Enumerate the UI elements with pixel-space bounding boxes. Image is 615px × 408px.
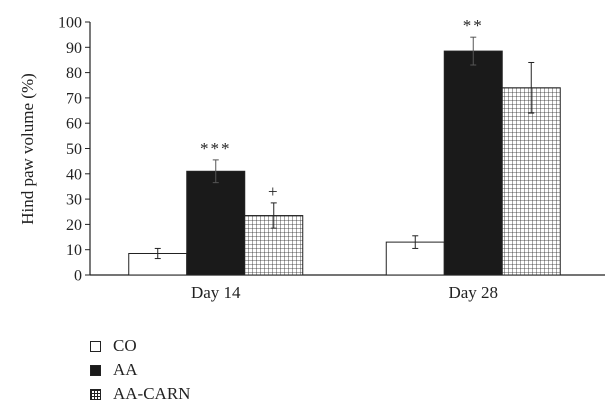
error-bars [154, 36, 535, 260]
error-bar [212, 159, 219, 184]
significance-mark: + [268, 182, 280, 201]
legend-item-co: CO [90, 334, 190, 358]
y-tick-label: 40 [66, 166, 82, 183]
y-axis-ticks: 0 10 20 30 40 50 60 70 80 90 100 [58, 15, 90, 285]
legend-swatch-aa-carn [90, 388, 101, 400]
y-tick-label: 70 [66, 90, 82, 107]
x-category-label: Day 14 [191, 283, 241, 302]
legend-swatch-aa [90, 364, 101, 376]
bar-aa-carn-0 [244, 215, 304, 276]
x-category-label: Day 28 [448, 283, 498, 302]
error-bar [412, 235, 419, 249]
y-tick-label: 50 [66, 141, 82, 158]
legend-item-aa: AA [90, 358, 190, 382]
y-tick-label: 60 [66, 116, 82, 133]
chart-bars [128, 50, 561, 276]
legend-item-aa-carn: AA-CARN [90, 382, 190, 406]
y-tick-label: 30 [66, 192, 82, 209]
significance-mark: ** [463, 16, 484, 35]
y-tick-label: 0 [74, 268, 82, 285]
bar-aa-carn-1 [501, 87, 561, 276]
y-axis-label: Hind paw volume (%) [18, 73, 37, 225]
y-tick-label: 10 [66, 242, 82, 259]
y-tick-label: 80 [66, 65, 82, 82]
error-bar [528, 61, 535, 114]
y-tick-label: 100 [58, 15, 82, 32]
error-bar [470, 36, 477, 66]
y-tick-label: 90 [66, 40, 82, 57]
y-tick-label: 20 [66, 217, 82, 234]
legend-label-aa-carn: AA-CARN [113, 384, 191, 403]
error-bar [154, 247, 161, 260]
legend-swatch-co [90, 340, 101, 352]
x-axis-labels: Day 14 Day 28 [191, 283, 498, 302]
chart-legend: CO AA AA-CARN [90, 334, 190, 406]
bar-aa-1 [443, 50, 503, 276]
bar-aa-0 [186, 170, 246, 276]
error-bar [270, 202, 277, 229]
legend-label-co: CO [113, 336, 137, 355]
significance-mark: *** [200, 139, 232, 158]
legend-label-aa: AA [113, 360, 138, 379]
significance-marks: *** + ** [200, 16, 484, 201]
